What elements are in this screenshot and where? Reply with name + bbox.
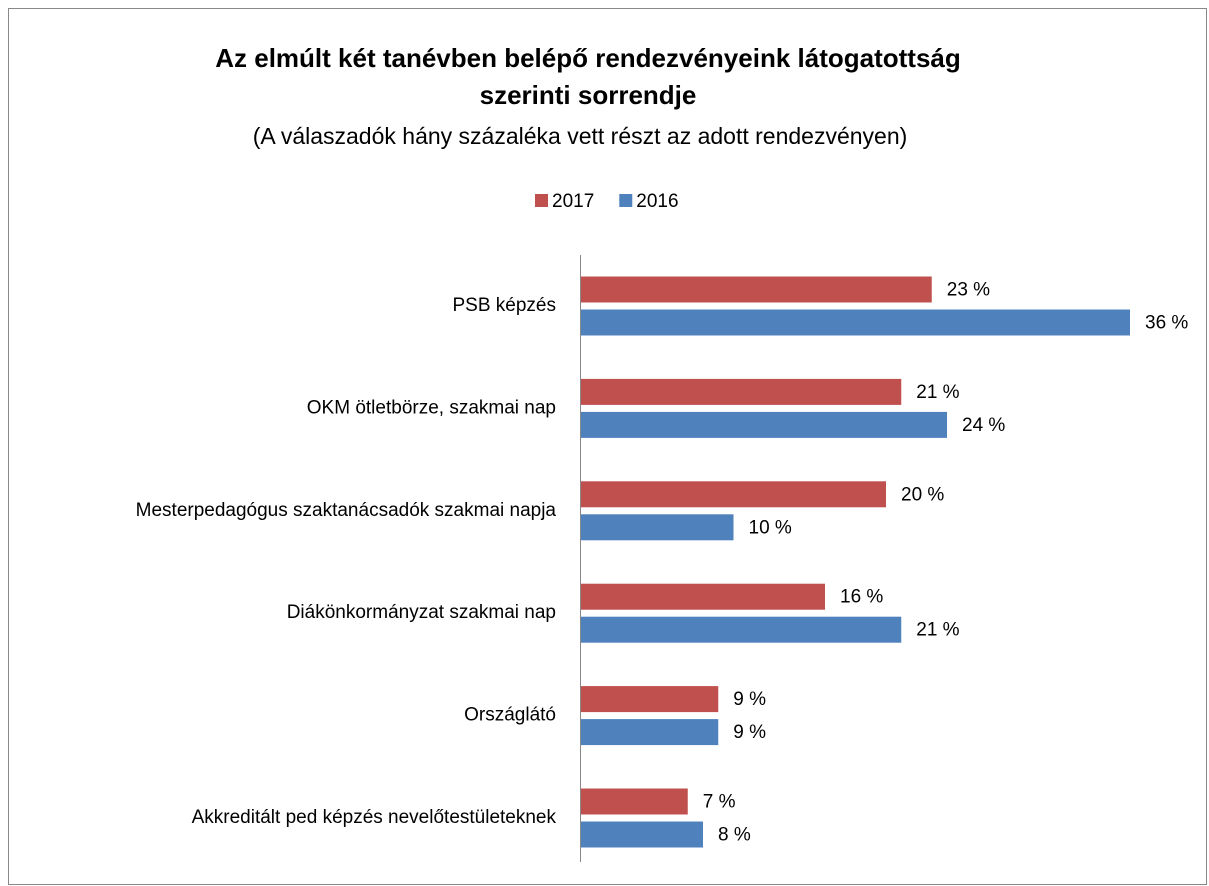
data-label: 24 % — [962, 415, 1005, 436]
y-tick-label: OKM ötletbörze, szakmai nap — [307, 397, 556, 418]
data-label: 16 % — [840, 587, 883, 608]
bar — [581, 411, 947, 438]
data-label: 23 % — [947, 280, 990, 301]
data-label: 7 % — [703, 792, 736, 813]
bar — [581, 821, 703, 848]
bar — [581, 616, 902, 643]
data-label: 21 % — [916, 620, 959, 641]
data-label: 36 % — [1145, 313, 1188, 334]
chart-subtitle: (A válaszadók hány százaléka vett részt … — [253, 123, 908, 149]
data-label: 10 % — [749, 517, 792, 538]
y-tick-label: Diákönkormányzat szakmai nap — [287, 602, 556, 623]
data-label: 9 % — [733, 722, 766, 743]
bar — [581, 686, 719, 713]
y-tick-label: Országlátó — [464, 705, 556, 726]
bar — [581, 481, 886, 508]
bar — [581, 276, 932, 303]
chart-title: szerinti sorrendje — [480, 80, 697, 110]
bar — [581, 788, 688, 815]
data-label: 20 % — [901, 484, 944, 505]
legend-label: 2017 — [552, 191, 594, 212]
data-label: 21 % — [916, 382, 959, 403]
bar — [581, 719, 719, 746]
y-tick-label: Akkreditált ped képzés nevelőtestületekn… — [192, 807, 557, 828]
bar — [581, 309, 1130, 336]
data-label: 8 % — [718, 825, 751, 846]
chart-border — [8, 8, 1207, 885]
chart-title: Az elmúlt két tanévben belépő rendezvény… — [215, 43, 961, 73]
bar — [581, 583, 825, 610]
legend-swatch — [535, 194, 548, 207]
y-tick-label: PSB képzés — [453, 295, 557, 316]
data-label: 9 % — [733, 689, 766, 710]
y-tick-label: Mesterpedagógus szaktanácsadók szakmai n… — [136, 500, 557, 521]
legend-swatch — [619, 194, 633, 207]
bar — [581, 378, 902, 405]
legend-label: 2016 — [636, 191, 678, 212]
bar — [581, 514, 734, 541]
